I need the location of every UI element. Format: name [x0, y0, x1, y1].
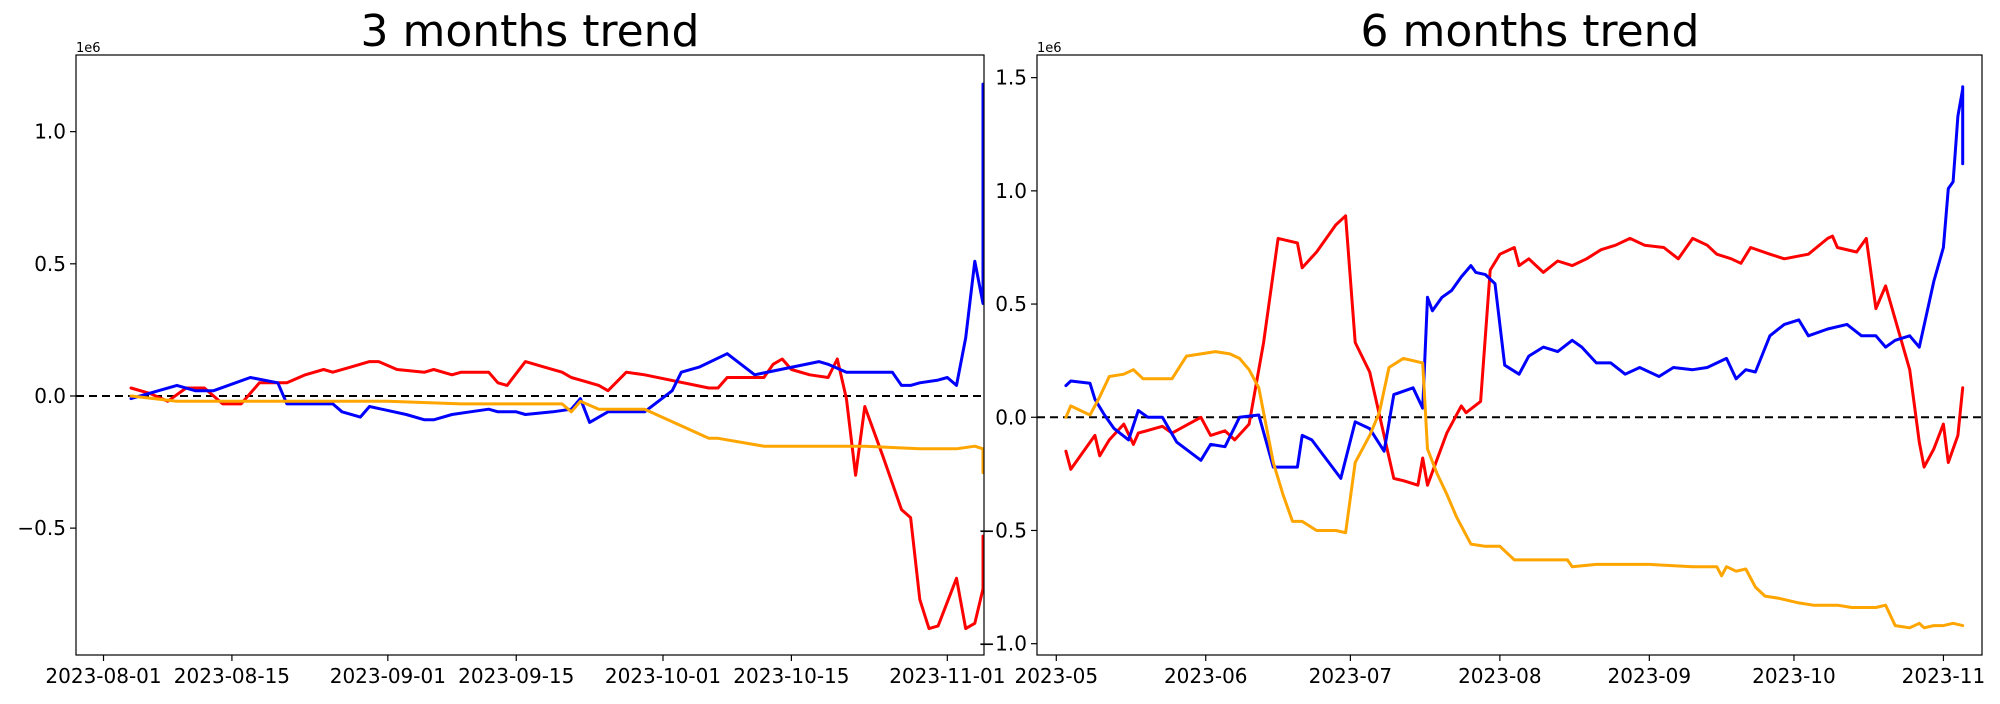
plot-frame: [75, 54, 985, 656]
y-tick-label: −0.5: [17, 516, 66, 540]
y-axis: −0.5 0.0 0.5 1.0: [17, 120, 76, 540]
y-tick-label: 1.0: [995, 179, 1027, 203]
x-tick-label: 2023-10: [1752, 664, 1836, 688]
x-tick-label: 2023-06: [1164, 664, 1248, 688]
y-tick-label: 0.0: [995, 405, 1027, 429]
y-tick-label: 0.5: [34, 252, 66, 276]
x-tick-label: 2023-10-15: [733, 664, 849, 688]
x-axis: 2023-05 2023-06 2023-07 2023-08 2023-09 2023-…: [1014, 655, 1985, 688]
x-tick-label: 2023-05: [1014, 664, 1098, 688]
x-tick-label: 2023-09: [1608, 664, 1692, 688]
series-line-blue: [1064, 85, 1965, 480]
series-line-orange: [129, 394, 985, 475]
x-tick-label: 2023-09-15: [458, 664, 574, 688]
panel-6-months: 6 months trend 1e6 2023-05 2023-06 2023-07…: [978, 6, 1985, 688]
x-tick-label: 2023-08: [1458, 664, 1542, 688]
panel-3-months: 3 months trend 1e6 2023-08-01 2023-08-15 2…: [17, 6, 1005, 688]
y-tick-label: −1.0: [978, 632, 1027, 656]
y-offset-label: 1e6: [76, 41, 101, 56]
panel-title: 3 months trend: [361, 6, 700, 57]
series-layer: [1064, 85, 1965, 630]
y-tick-label: 1.0: [34, 120, 66, 144]
series-line-orange: [1064, 350, 1965, 630]
series-line-red: [1064, 214, 1965, 487]
series-layer: [129, 82, 985, 631]
plot-frame: [1036, 54, 1983, 656]
x-tick-label: 2023-07: [1309, 664, 1393, 688]
x-tick-label: 2023-11: [1902, 664, 1986, 688]
y-tick-label: −0.5: [978, 518, 1027, 542]
y-tick-label: 0.5: [995, 292, 1027, 316]
y-axis: −1.0 −0.5 0.0 0.5 1.0 1.5: [978, 66, 1037, 656]
x-tick-label: 2023-10-01: [605, 664, 721, 688]
x-axis: 2023-08-01 2023-08-15 2023-09-01 2023-09-15…: [45, 655, 1005, 688]
x-tick-label: 2023-11-01: [889, 664, 1005, 688]
y-tick-label: 1.5: [995, 66, 1027, 90]
panel-title: 6 months trend: [1361, 6, 1700, 57]
x-tick-label: 2023-08-01: [45, 664, 161, 688]
series-line-red: [129, 357, 985, 631]
y-offset-label: 1e6: [1037, 41, 1062, 56]
x-tick-label: 2023-09-01: [330, 664, 446, 688]
y-tick-label: 0.0: [34, 384, 66, 408]
x-tick-label: 2023-08-15: [174, 664, 290, 688]
series-line-blue: [129, 82, 985, 424]
